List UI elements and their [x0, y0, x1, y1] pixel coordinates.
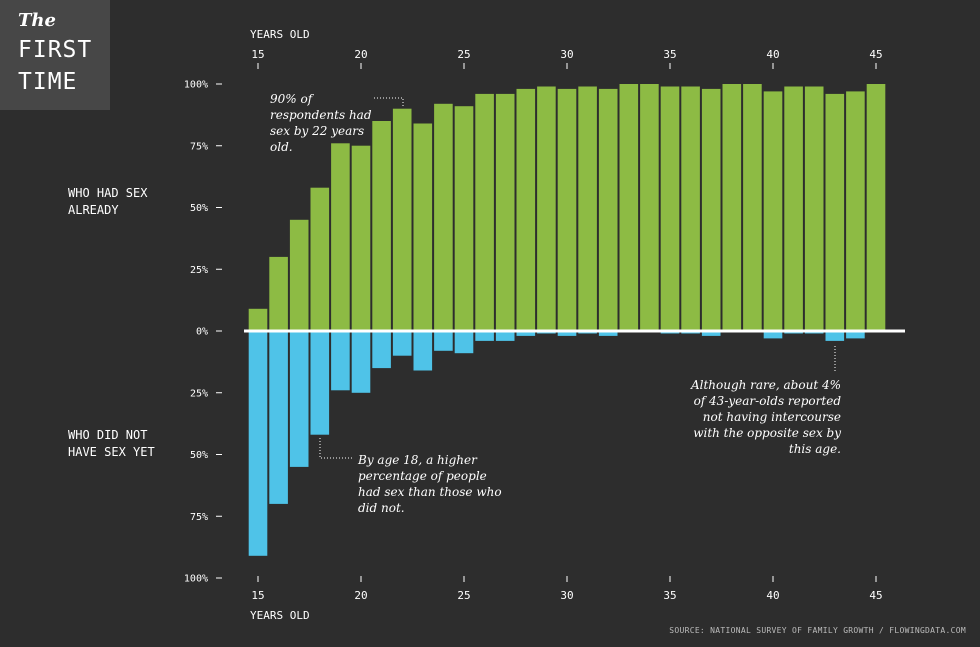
- bar-had-sex-29: [537, 86, 556, 331]
- x-tick-label-bottom: 40: [766, 589, 779, 602]
- bar-had-sex-21: [372, 121, 391, 331]
- annotation-age-18: By age 18, a higher percentage of people h…: [357, 453, 502, 515]
- bar-had-sex-23: [413, 123, 433, 331]
- x-tick-label-top: 45: [869, 48, 882, 61]
- bar-not-yet-30: [557, 331, 577, 336]
- bar-not-yet-18: [310, 331, 330, 435]
- bar-had-sex-38: [722, 84, 742, 331]
- x-tick-label-bottom: 35: [663, 589, 676, 602]
- bar-not-yet-23: [413, 331, 433, 371]
- bar-not-yet-37: [701, 331, 721, 336]
- bar-had-sex-25: [454, 106, 474, 331]
- bar-not-yet-16: [269, 331, 288, 504]
- bar-had-sex-19: [331, 143, 350, 331]
- x-tick-label-top: 25: [457, 48, 470, 61]
- y-tick-label-zero: 0%: [196, 327, 208, 338]
- bar-had-sex-35: [660, 86, 680, 331]
- bar-had-sex-41: [784, 86, 803, 331]
- bar-not-yet-28: [516, 331, 536, 336]
- bar-had-sex-18: [310, 187, 330, 331]
- bar-had-sex-28: [516, 88, 536, 332]
- label-not-had-sex: WHO DID NOT HAVE SEX YET: [68, 428, 155, 459]
- y-tick-label-down: 25%: [190, 388, 208, 399]
- y-tick-label-down: 100%: [184, 574, 208, 585]
- annotation-leader-age-18: [319, 438, 352, 459]
- y-tick-label-down: 50%: [190, 450, 208, 461]
- bar-not-yet-27: [495, 331, 515, 341]
- source-note: SOURCE: NATIONAL SURVEY OF FAMILY GROWTH…: [669, 626, 966, 635]
- bar-had-sex-15: [248, 308, 268, 331]
- y-tick-label-up: 50%: [190, 203, 208, 214]
- title-prefix: The: [18, 10, 56, 31]
- bar-had-sex-22: [392, 108, 412, 331]
- bar-not-yet-20: [351, 331, 371, 393]
- bar-not-yet-21: [372, 331, 391, 369]
- x-tick-label-bottom: 25: [457, 589, 470, 602]
- x-axis-label-bottom: YEARS OLD: [250, 609, 310, 622]
- annotation-43-year-olds: Although rare, about 4% of 43-year-olds r…: [690, 378, 841, 456]
- bar-had-sex-31: [578, 86, 597, 331]
- bar-had-sex-17: [289, 219, 309, 331]
- bar-not-yet-44: [846, 331, 865, 339]
- bar-had-sex-45: [866, 84, 886, 331]
- bar-had-sex-39: [743, 84, 762, 331]
- y-tick-label-down: 75%: [190, 512, 208, 523]
- bar-had-sex-26: [475, 93, 494, 332]
- y-tick-label-up: 25%: [190, 265, 208, 276]
- y-tick-label-up: 100%: [184, 80, 208, 91]
- bar-had-sex-20: [351, 145, 371, 331]
- bar-had-sex-44: [846, 91, 865, 332]
- bar-had-sex-40: [763, 91, 783, 332]
- annotation-leader-90pct: [374, 97, 404, 106]
- page-title: FIRST TIME: [18, 37, 93, 95]
- bar-had-sex-42: [804, 86, 824, 331]
- y-tick-label-up: 75%: [190, 141, 208, 152]
- bar-had-sex-32: [598, 88, 618, 332]
- bar-not-yet-17: [289, 331, 309, 467]
- bar-had-sex-43: [825, 93, 845, 332]
- bar-not-yet-22: [392, 331, 412, 356]
- bar-had-sex-16: [269, 256, 288, 331]
- bar-had-sex-36: [681, 86, 700, 331]
- bar-had-sex-37: [701, 88, 721, 332]
- bar-had-sex-24: [434, 103, 453, 331]
- x-tick-label-bottom: 30: [560, 589, 573, 602]
- bar-not-yet-43: [825, 331, 845, 341]
- x-tick-label-top: 30: [560, 48, 573, 61]
- x-tick-label-top: 35: [663, 48, 676, 61]
- x-tick-label-bottom: 15: [251, 589, 264, 602]
- bar-not-yet-15: [248, 331, 268, 556]
- x-tick-label-bottom: 20: [354, 589, 367, 602]
- x-tick-label-top: 40: [766, 48, 779, 61]
- bar-not-yet-25: [454, 331, 474, 354]
- bar-not-yet-32: [598, 331, 618, 336]
- bar-had-sex-30: [557, 88, 577, 332]
- label-had-sex: WHO HAD SEX ALREADY: [68, 186, 148, 217]
- bar-had-sex-33: [619, 84, 639, 331]
- x-tick-label-top: 15: [251, 48, 264, 61]
- x-tick-label-bottom: 45: [869, 589, 882, 602]
- bar-not-yet-19: [331, 331, 350, 391]
- bar-not-yet-26: [475, 331, 494, 341]
- bar-not-yet-24: [434, 331, 453, 351]
- bar-had-sex-27: [495, 93, 515, 332]
- title-box: The FIRST TIME: [0, 0, 110, 110]
- annotation-90pct: 90% of respondents had sex by 22 years old.: [270, 92, 372, 154]
- bar-had-sex-34: [640, 84, 659, 331]
- bar-not-yet-40: [763, 331, 783, 339]
- x-axis-label-top: YEARS OLD: [250, 28, 310, 41]
- x-tick-label-top: 20: [354, 48, 367, 61]
